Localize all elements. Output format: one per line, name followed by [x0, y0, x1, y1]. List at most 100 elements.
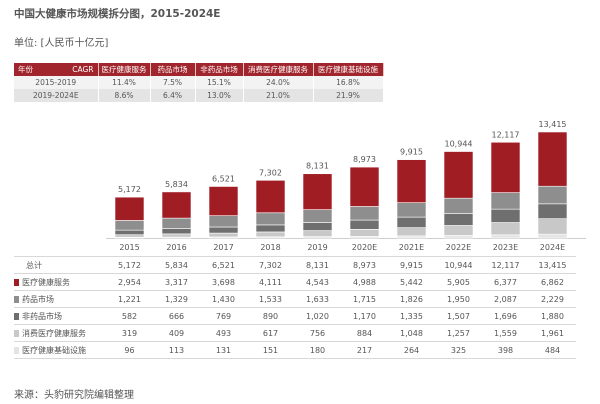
table-cell: 7,302	[247, 256, 294, 274]
table-cell: 756	[294, 324, 341, 342]
table-cell: 1,559	[482, 324, 529, 342]
cagr-table: 年份 CAGR 医疗健康服务 药品市场 非药品市场 消费医疗健康服务 医疗健康基…	[14, 63, 384, 102]
bar-segment	[161, 191, 192, 219]
bar-segment	[349, 219, 380, 230]
table-cell: 131	[200, 341, 247, 359]
table-cell: 5,905	[435, 273, 482, 291]
table-cell: 1,507	[435, 307, 482, 325]
row-label: 消费医疗健康服务	[14, 324, 106, 342]
legend-swatch	[14, 346, 19, 354]
x-tick-label: 2024E	[540, 243, 565, 252]
table-cell: 2,087	[482, 290, 529, 308]
cagr-cell: 6.4%	[150, 89, 196, 102]
bar-segment	[396, 202, 427, 218]
bar-segment	[161, 228, 192, 235]
table-cell: 769	[200, 307, 247, 325]
table-row: 药品市场 1,221 1,329 1,430 1,533 1,633 1,715 1,826 1…	[14, 290, 576, 308]
bar-segment	[443, 225, 474, 236]
table-cell: 1,880	[529, 307, 576, 325]
row-label-text: 医疗健康基础设施	[22, 345, 86, 355]
bar-segment	[114, 234, 145, 238]
bar-segment	[208, 186, 239, 216]
bar-segment	[114, 196, 145, 221]
bar-segment	[255, 212, 286, 226]
bar-segment	[490, 141, 521, 193]
unit-label: 单位: [人民币十亿元]	[14, 38, 109, 49]
bar-segment	[302, 209, 333, 223]
cagr-cell: 8.6%	[98, 89, 151, 102]
cagr-cell: 11.4%	[98, 76, 151, 89]
x-tick-label: 2018	[260, 243, 280, 252]
table-cell: 1,961	[529, 324, 576, 342]
bar-segment	[443, 213, 474, 226]
cagr-header-cell: 消费医疗健康服务	[243, 63, 314, 76]
total-label: 7,302	[259, 168, 282, 177]
cagr-header-cell: 非药品市场	[195, 63, 244, 76]
x-tick-label: 2020E	[352, 243, 377, 252]
table-cell: 10,944	[435, 256, 482, 274]
cagr-header-cell: 医疗健康服务	[98, 63, 151, 76]
table-cell: 1,020	[294, 307, 341, 325]
bar-segment	[537, 131, 568, 187]
table-cell: 325	[435, 341, 482, 359]
table-cell: 1,715	[341, 290, 388, 308]
cagr-cell: 21.0%	[243, 89, 314, 102]
table-cell: 8,131	[294, 256, 341, 274]
table-cell: 1,950	[435, 290, 482, 308]
bar-segment	[114, 220, 145, 231]
bar-segment	[161, 217, 192, 229]
table-cell: 1,533	[247, 290, 294, 308]
cagr-corner-year: 年份	[18, 65, 33, 74]
total-label: 8,973	[353, 155, 376, 164]
table-row: 医疗健康基础设施 96 113 131 151 180 217 264 325 398 484	[14, 341, 576, 359]
table-cell: 5,172	[106, 256, 153, 274]
bar-segment	[396, 159, 427, 203]
bar-segment	[208, 226, 239, 234]
bar-segment	[537, 218, 568, 235]
table-cell: 180	[294, 341, 341, 359]
table-cell: 398	[482, 341, 529, 359]
bar-segment	[537, 203, 568, 219]
bar-segment	[349, 206, 380, 221]
bar-segment	[302, 230, 333, 237]
cagr-cell: 7.5%	[150, 76, 196, 89]
table-cell: 2,229	[529, 290, 576, 308]
legend-swatch	[14, 295, 19, 303]
stacked-bar-chart: 5,172 2015 5,834 2016 6,521 2017 7,302 2018 8,13…	[106, 120, 586, 252]
row-label: 医疗健康服务	[14, 273, 106, 291]
table-cell: 4,988	[341, 273, 388, 291]
bar-segment	[161, 233, 192, 238]
bar-segment	[349, 166, 380, 207]
x-tick-label: 2023E	[493, 243, 518, 252]
cagr-cell: 16.8%	[313, 76, 384, 89]
cagr-row: 2015-2019 11.4% 7.5% 15.1% 24.0% 16.8%	[14, 76, 384, 89]
source-note: 来源：头豹研究院编辑整理	[14, 390, 134, 401]
cagr-cell: 21.9%	[313, 89, 384, 102]
bar-segment	[255, 231, 286, 238]
bar-segment	[490, 192, 521, 210]
table-cell: 1,696	[482, 307, 529, 325]
data-table: 总计 5,172 5,834 6,521 7,302 8,131 8,973 9,915 10,…	[14, 256, 576, 359]
x-tick-label: 2019	[307, 243, 327, 252]
bar-segment	[537, 185, 568, 205]
table-cell: 409	[153, 324, 200, 342]
row-label-text: 药品市场	[22, 294, 54, 304]
x-tick-label: 2017	[213, 243, 233, 252]
bar-segment	[490, 234, 521, 239]
table-cell: 1,170	[341, 307, 388, 325]
table-cell: 1,048	[388, 324, 435, 342]
total-label: 5,834	[165, 180, 188, 189]
bar-segment	[443, 151, 474, 199]
row-label-text: 消费医疗健康服务	[22, 328, 86, 338]
table-cell: 1,257	[435, 324, 482, 342]
table-row: 医疗健康服务 2,954 3,317 3,698 4,111 4,543 4,988 5,44…	[14, 273, 576, 291]
x-tick-label: 2015	[119, 243, 139, 252]
table-cell: 319	[106, 324, 153, 342]
total-label: 13,415	[539, 120, 567, 129]
total-label: 8,131	[306, 162, 329, 171]
table-cell: 96	[106, 341, 153, 359]
bar-segment	[208, 215, 239, 228]
bar-segment	[396, 227, 427, 237]
legend-swatch	[14, 278, 19, 286]
table-cell: 2,954	[106, 273, 153, 291]
